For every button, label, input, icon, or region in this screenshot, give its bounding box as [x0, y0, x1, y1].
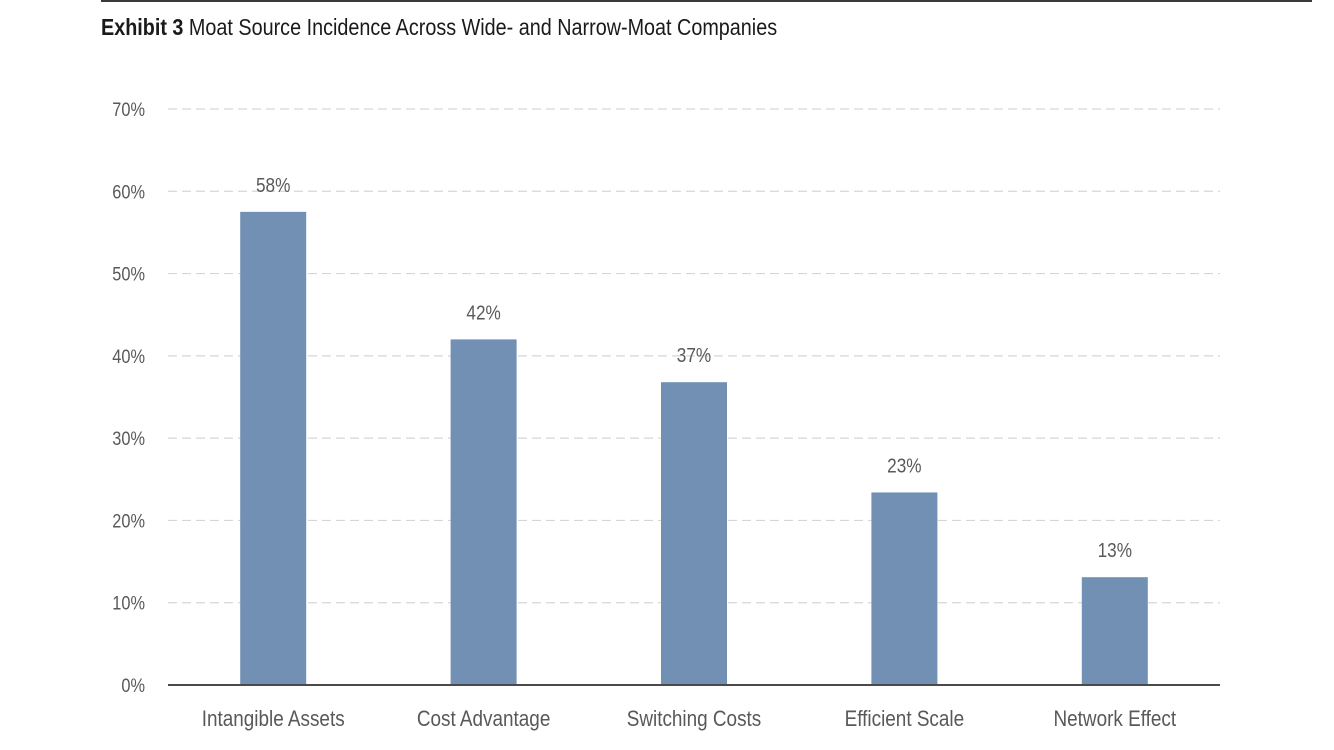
bar	[871, 492, 938, 685]
bar	[450, 339, 517, 685]
y-tick-label: 0%	[121, 675, 145, 696]
y-tick-label: 50%	[112, 263, 145, 284]
chart-title-text: Moat Source Incidence Across Wide- and N…	[188, 14, 778, 40]
exhibit-label: Exhibit 3	[101, 14, 184, 40]
x-tick-label: Intangible Assets	[202, 707, 345, 732]
x-tick-label: Switching Costs	[627, 707, 761, 732]
bar	[1081, 577, 1148, 685]
bar	[240, 211, 307, 685]
x-tick-label: Efficient Scale	[845, 707, 964, 732]
y-tick-label: 40%	[112, 346, 145, 367]
x-tick-label: Network Effect	[1054, 707, 1177, 732]
y-tick-label: 30%	[112, 428, 145, 449]
x-tick-label: Cost Advantage	[417, 707, 550, 732]
top-rule	[101, 0, 1312, 2]
data-label: 42%	[466, 301, 500, 324]
y-tick-label: 60%	[112, 181, 145, 202]
chart-title: Exhibit 3 Moat Source Incidence Across W…	[101, 14, 777, 41]
data-label: 23%	[887, 454, 921, 477]
bar	[661, 382, 727, 685]
y-tick-label: 70%	[112, 99, 145, 120]
y-tick-label: 10%	[112, 593, 145, 614]
data-label: 13%	[1098, 539, 1132, 562]
data-label: 37%	[677, 344, 711, 367]
data-label: 58%	[256, 174, 290, 197]
y-tick-label: 20%	[112, 510, 145, 531]
